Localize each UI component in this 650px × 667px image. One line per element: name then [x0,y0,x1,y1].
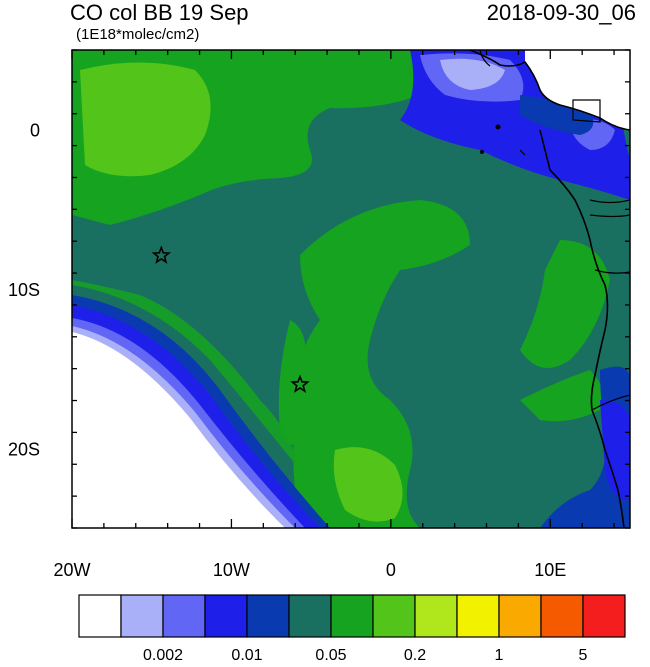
axis-ticks [71,49,630,529]
y-tick-label: 10S [8,280,40,300]
colorbar-swatch [372,594,416,638]
colorbar-label: 0.01 [231,647,262,664]
country-borders [589,199,630,411]
x-tick-label: 10E [534,560,566,580]
green-region-central [293,200,470,528]
coastline-fragments [479,50,526,156]
x-tick-label: 0 [386,560,396,580]
colorbar-swatch [120,594,164,638]
coastline-west-africa [539,129,625,528]
land-north-africa [525,50,630,130]
colorbar-swatch [582,594,626,638]
x-tick-label: 20W [53,560,90,580]
border-outline-1 [572,99,601,123]
star-marker [290,374,310,393]
blue-patch-southeast [600,400,630,500]
colorbar-swatch [78,594,122,638]
axis-tick-labels: 20W 10W 0 10E 0 10S 20S [8,121,566,580]
colorbar-swatch [330,594,374,638]
co-field [72,50,630,528]
colorbar-label: 1 [495,647,504,664]
dark-blue-patch-coast [520,95,594,135]
map-title: CO col BB 19 Sep [70,0,249,25]
star-markers [151,245,310,393]
x-tick-label: 10W [213,560,250,580]
colorbar-swatch [498,594,542,638]
plot-frame [71,49,631,529]
colorbar-label: 5 [579,647,588,664]
colorbar-swatch [204,594,248,638]
colorbar: 0.002 0.01 0.05 0.2 1 5 [78,594,626,664]
light-green-patch-nw [80,62,211,177]
island-dot [480,150,484,154]
light-green-patch-south [333,447,403,522]
star-marker [151,245,172,264]
pale-blue-patch-gulf [440,58,505,90]
white-no-data-region [72,332,285,528]
units-label: (1E18*molec/cm2) [76,26,200,43]
y-tick-label: 20S [8,439,40,459]
colorbar-swatch [288,594,332,638]
green-region-east [520,240,610,368]
colorbar-swatch [162,594,206,638]
colorbar-swatch [414,594,458,638]
island-dot [495,124,501,130]
colorbar-swatch [540,594,584,638]
colorbar-label: 0.2 [404,647,426,664]
y-tick-label: 0 [30,121,40,141]
colorbar-label: 0.05 [315,647,346,664]
colorbar-label: 0.002 [143,647,183,664]
map-datetime: 2018-09-30_06 [486,0,636,25]
colorbar-swatch [456,594,500,638]
green-patch-southeast [520,370,604,422]
colorbar-swatch [246,594,290,638]
